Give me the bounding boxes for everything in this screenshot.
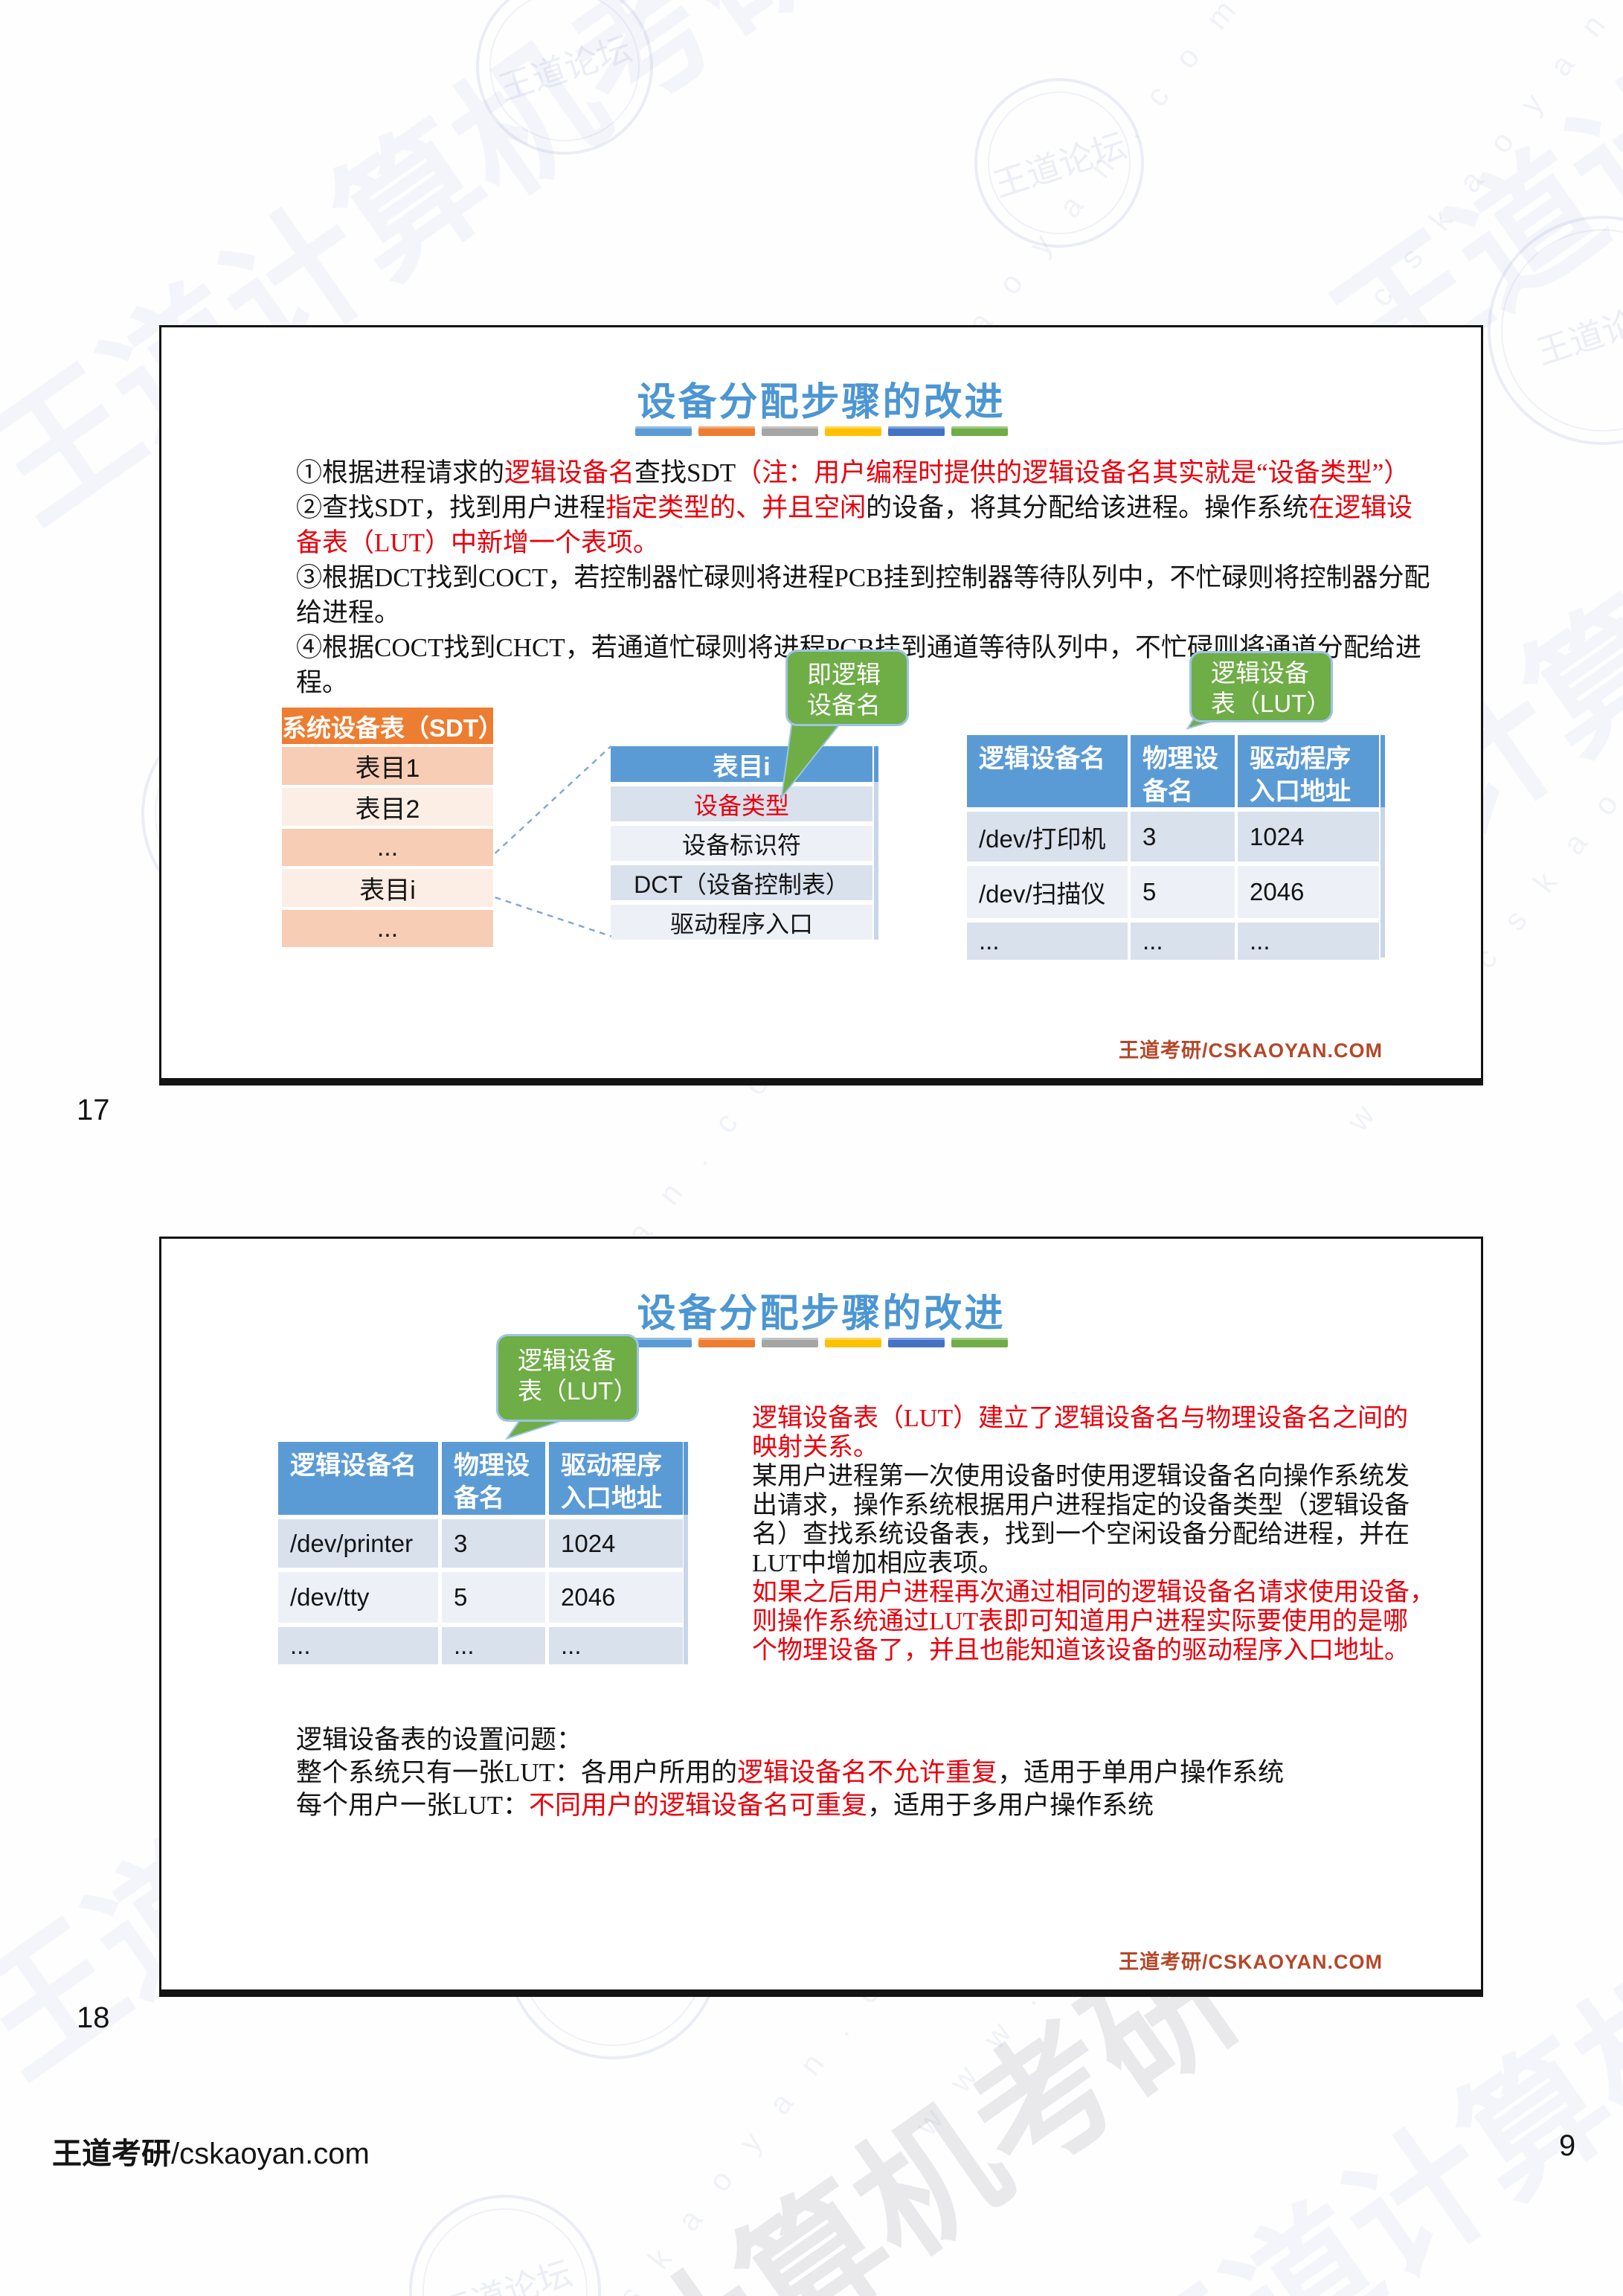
- lut-table: 逻辑设备名 物理设 备名 驱动程序 入口地址 /dev/printer 3 10…: [278, 1442, 683, 1664]
- text-line: 某用户进程第一次使用设备时使用逻辑设备名向操作系统发: [752, 1463, 1410, 1490]
- lut-cell: 2046: [1238, 866, 1379, 918]
- accent-bar: [761, 1338, 818, 1347]
- lut-cell: 1024: [1238, 812, 1379, 862]
- entry-header: 表目i: [611, 746, 872, 782]
- slide-page-number: 18: [77, 2001, 110, 2034]
- callout-logical-device-name: 即逻辑 设备名: [785, 650, 909, 726]
- slide-footer-brand: 王道考研/CSKAOYAN.COM: [1118, 1039, 1383, 1062]
- lut-cell: 5: [442, 1572, 545, 1623]
- lut-col-header: 逻辑设备名: [967, 735, 1128, 807]
- title-accent-bars: [161, 1338, 1481, 1347]
- accent-bar: [824, 1338, 881, 1347]
- lut-cell: 3: [1131, 812, 1235, 862]
- lut-cell: ...: [278, 1627, 438, 1664]
- title-accent-bars: [161, 426, 1481, 436]
- entry-row-device-id: 设备标识符: [611, 826, 872, 861]
- accent-bar: [887, 426, 945, 436]
- slide-17: 设备分配步骤的改进 ①根据进程请求的逻辑设备名查找SDT（注：用户编程时提供的逻…: [159, 325, 1483, 1086]
- accent-bar: [887, 1338, 945, 1347]
- slide-page-number: 17: [77, 1094, 110, 1126]
- lut-table: 逻辑设备名 物理设 备名 驱动程序 入口地址 /dev/打印机 3 1024 /…: [967, 735, 1379, 960]
- table-edge-sliver: [874, 746, 878, 940]
- page-number: 9: [1559, 2129, 1576, 2162]
- text-line: LUT中增加相应表项。: [752, 1550, 1004, 1577]
- slide-footer-brand: 王道考研/CSKAOYAN.COM: [1118, 1951, 1383, 1973]
- lut-cell: ...: [1131, 923, 1235, 960]
- text-line: 出请求，操作系统根据用户进程指定的设备类型（逻辑设备: [752, 1492, 1410, 1519]
- lut-cell: ...: [442, 1627, 545, 1664]
- lut-col-header: 物理设 备名: [1131, 735, 1235, 807]
- lut-col-header: 物理设 备名: [442, 1442, 545, 1515]
- lut-cell: ...: [549, 1627, 683, 1664]
- callout-lut-label: 逻辑设备 表（LUT）: [496, 1334, 639, 1422]
- accent-bar: [824, 426, 881, 436]
- lut-cell: 5: [1131, 866, 1235, 918]
- connector-line: [495, 896, 612, 937]
- brand-logo-text: 王道考研: [52, 2137, 171, 2170]
- lut-col-header: 驱动程序 入口地址: [1238, 735, 1379, 807]
- text-line: 每个用户一张LUT：不同用户的逻辑设备名可重复，适用于多用户操作系统: [296, 1791, 1154, 1820]
- page-footer-brand: 王道考研/cskaoyan.com: [52, 2129, 370, 2172]
- text-line: 逻辑设备表（LUT）建立了逻辑设备名与物理设备名之间的: [752, 1405, 1409, 1432]
- callout-lut-label: 逻辑设备 表（LUT）: [1189, 651, 1333, 722]
- slide-title: 设备分配步骤的改进: [637, 382, 1006, 424]
- sdt-row: 表目2: [282, 788, 493, 826]
- slide-title: 设备分配步骤的改进: [637, 1293, 1006, 1335]
- sdt-row: 表目i: [282, 869, 493, 907]
- text-line: 个物理设备了，并且也能知道该设备的驱动程序入口地址。: [752, 1637, 1410, 1664]
- lut-cell: 3: [442, 1519, 545, 1568]
- lut-cell: /dev/tty: [278, 1572, 438, 1623]
- text-line: 名）查找系统设备表，找到一个空闲设备分配给进程，并在: [752, 1521, 1410, 1548]
- step-line: 备表（LUT）中新增一个表项。: [296, 528, 660, 557]
- text-line: 整个系统只有一张LUT：各用户所用的逻辑设备名不允许重复，适用于单用户操作系统: [296, 1758, 1285, 1787]
- allocation-steps-text: ①根据进程请求的逻辑设备名查找SDT（注：用户编程时提供的逻辑设备名其实就是“设…: [296, 455, 1430, 700]
- lut-cell: 1024: [549, 1519, 683, 1568]
- sdt-row: ...: [282, 910, 493, 947]
- step-line: ②查找SDT，找到用户进程指定类型的、并且空闲的设备，将其分配给该进程。操作系统…: [296, 493, 1413, 522]
- watermark-stamp: 王道论坛: [384, 2170, 626, 2296]
- slide-18: 设备分配步骤的改进 逻辑设备 表（LUT） 逻辑设备名 物理设 备名 驱动程序 …: [159, 1237, 1483, 1997]
- sdt-row: ...: [282, 829, 493, 866]
- lut-cell: /dev/扫描仪: [967, 866, 1128, 918]
- step-line: ③根据DCT找到COCT，若控制器忙碌则将进程PCB挂到控制器等待队列中，不忙碌…: [296, 563, 1430, 592]
- sdt-entry-detail-table: 表目i 设备类型 设备标识符 DCT（设备控制表） 驱动程序入口: [611, 746, 872, 940]
- brand-url: /cskaoyan.com: [171, 2138, 370, 2170]
- text-line: 逻辑设备表的设置问题：: [296, 1725, 583, 1754]
- lut-cell: /dev/printer: [278, 1519, 438, 1568]
- sdt-header: 系统设备表（SDT）: [282, 708, 503, 744]
- step-line: 给进程。: [296, 598, 401, 627]
- watermark-stamp: 王道论坛: [952, 56, 1166, 270]
- accent-bar: [698, 1338, 755, 1347]
- sdt-row: 表目1: [282, 747, 493, 785]
- lut-explanation-text: 逻辑设备表（LUT）建立了逻辑设备名与物理设备名之间的 映射关系。 某用户进程第…: [752, 1404, 1435, 1665]
- table-edge-sliver: [684, 1442, 688, 1664]
- accent-bar: [761, 426, 818, 436]
- entry-row-dct: DCT（设备控制表）: [611, 865, 872, 900]
- text-line: 如果之后用户进程再次通过相同的逻辑设备名请求使用设备，: [752, 1579, 1435, 1606]
- lut-cell: 2046: [549, 1572, 683, 1623]
- accent-bar: [634, 1338, 692, 1347]
- entry-row-device-type: 设备类型: [611, 786, 872, 821]
- lut-cell: ...: [967, 923, 1128, 960]
- accent-bar: [698, 426, 755, 436]
- lut-col-header: 驱动程序 入口地址: [549, 1442, 683, 1515]
- table-edge-sliver: [1381, 735, 1385, 958]
- connector-line: [494, 745, 612, 854]
- accent-bar: [634, 426, 692, 436]
- step-line: ①根据进程请求的逻辑设备名查找SDT（注：用户编程时提供的逻辑设备名其实就是“设…: [296, 458, 1410, 487]
- lut-cell: ...: [1238, 923, 1379, 960]
- accent-bar: [951, 426, 1008, 436]
- text-line: 映射关系。: [752, 1434, 878, 1461]
- lut-setup-issues-text: 逻辑设备表的设置问题： 整个系统只有一张LUT：各用户所用的逻辑设备名不允许重复…: [296, 1724, 1284, 1822]
- lut-cell: /dev/打印机: [967, 812, 1128, 862]
- step-line: 程。: [296, 668, 349, 697]
- lut-col-header: 逻辑设备名: [278, 1442, 438, 1515]
- entry-row-driver-entry: 驱动程序入口: [611, 905, 872, 940]
- sdt-table: 系统设备表（SDT） 表目1 表目2 ... 表目i ...: [282, 708, 503, 947]
- accent-bar: [951, 1338, 1008, 1347]
- text-line: 则操作系统通过LUT表即可知道用户进程实际要使用的是哪: [752, 1608, 1409, 1635]
- watermark-stamp: 王道论坛: [453, 0, 676, 178]
